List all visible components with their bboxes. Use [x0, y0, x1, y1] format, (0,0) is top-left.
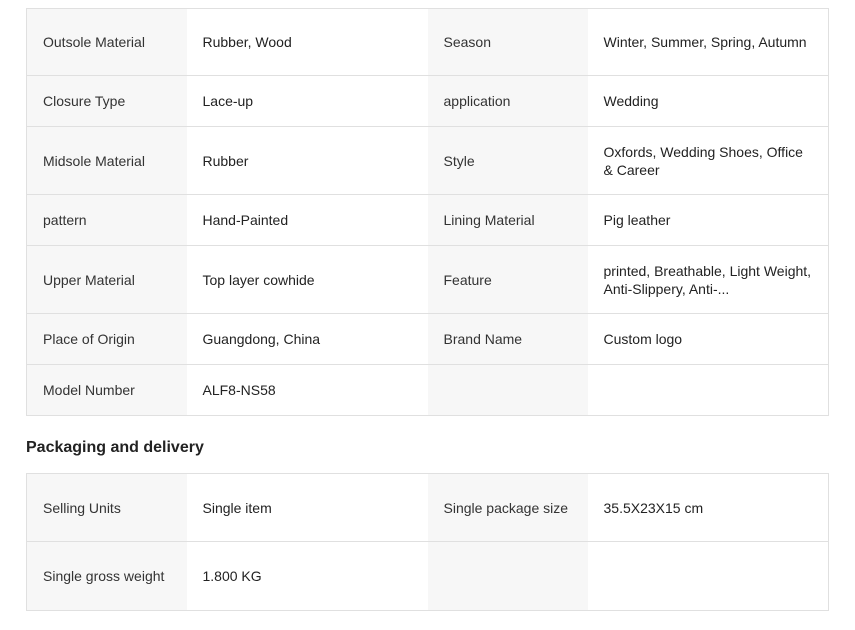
table-row: Single gross weight 1.800 KG [26, 541, 829, 611]
table-row: Place of Origin Guangdong, China Brand Nam… [26, 313, 829, 365]
attribute-label: application [427, 75, 588, 127]
attribute-value: Wedding [587, 75, 829, 127]
table-row: Outsole Material Rubber, Wood Season Winter… [26, 8, 829, 76]
attributes-table: Outsole Material Rubber, Wood Season Winter… [26, 8, 829, 416]
attribute-label: Place of Origin [26, 313, 187, 365]
table-row: Selling Units Single item Single package s… [26, 473, 829, 542]
attribute-label: Brand Name [427, 313, 588, 365]
attribute-value: 1.800 KG [186, 541, 428, 611]
packaging-table: Selling Units Single item Single package s… [26, 473, 829, 611]
attribute-value: Pig leather [587, 194, 829, 246]
attribute-label: Outsole Material [26, 8, 187, 76]
table-row: Model Number ALF8-NS58 [26, 364, 829, 416]
table-row: Upper Material Top layer cowhide Feature pr… [26, 245, 829, 314]
packaging-heading: Packaging and delivery [26, 439, 204, 456]
attribute-value: Oxfords, Wedding Shoes, Office & Career [587, 126, 829, 195]
attribute-label: Single gross weight [26, 541, 187, 611]
attribute-label: Single package size [427, 473, 588, 542]
attribute-label: Selling Units [26, 473, 187, 542]
attribute-value [587, 364, 829, 416]
attribute-value: Guangdong, China [186, 313, 428, 365]
attribute-value: 35.5X23X15 cm [587, 473, 829, 542]
attribute-label: pattern [26, 194, 187, 246]
table-row: Midsole Material Rubber Style Oxfords, Wedd… [26, 126, 829, 195]
attribute-value [587, 541, 829, 611]
attribute-label: Lining Material [427, 194, 588, 246]
attribute-label: Feature [427, 245, 588, 314]
attribute-label [427, 364, 588, 416]
attribute-value: printed, Breathable, Light Weight, Anti-… [587, 245, 829, 314]
attribute-value: Lace-up [186, 75, 428, 127]
table-row: pattern Hand-Painted Lining Material Pig le… [26, 194, 829, 246]
attribute-label: Midsole Material [26, 126, 187, 195]
attribute-value: Top layer cowhide [186, 245, 428, 314]
attribute-value: Rubber [186, 126, 428, 195]
attribute-label: Upper Material [26, 245, 187, 314]
attribute-label: Model Number [26, 364, 187, 416]
attribute-value: Rubber, Wood [186, 8, 428, 76]
attribute-label: Closure Type [26, 75, 187, 127]
attribute-value: ALF8-NS58 [186, 364, 428, 416]
attribute-value: Custom logo [587, 313, 829, 365]
attribute-value: Single item [186, 473, 428, 542]
attribute-label [427, 541, 588, 611]
attribute-value: Hand-Painted [186, 194, 428, 246]
attribute-label: Style [427, 126, 588, 195]
attribute-value: Winter, Summer, Spring, Autumn [587, 8, 829, 76]
table-row: Closure Type Lace-up application Wedding [26, 75, 829, 127]
attribute-label: Season [427, 8, 588, 76]
